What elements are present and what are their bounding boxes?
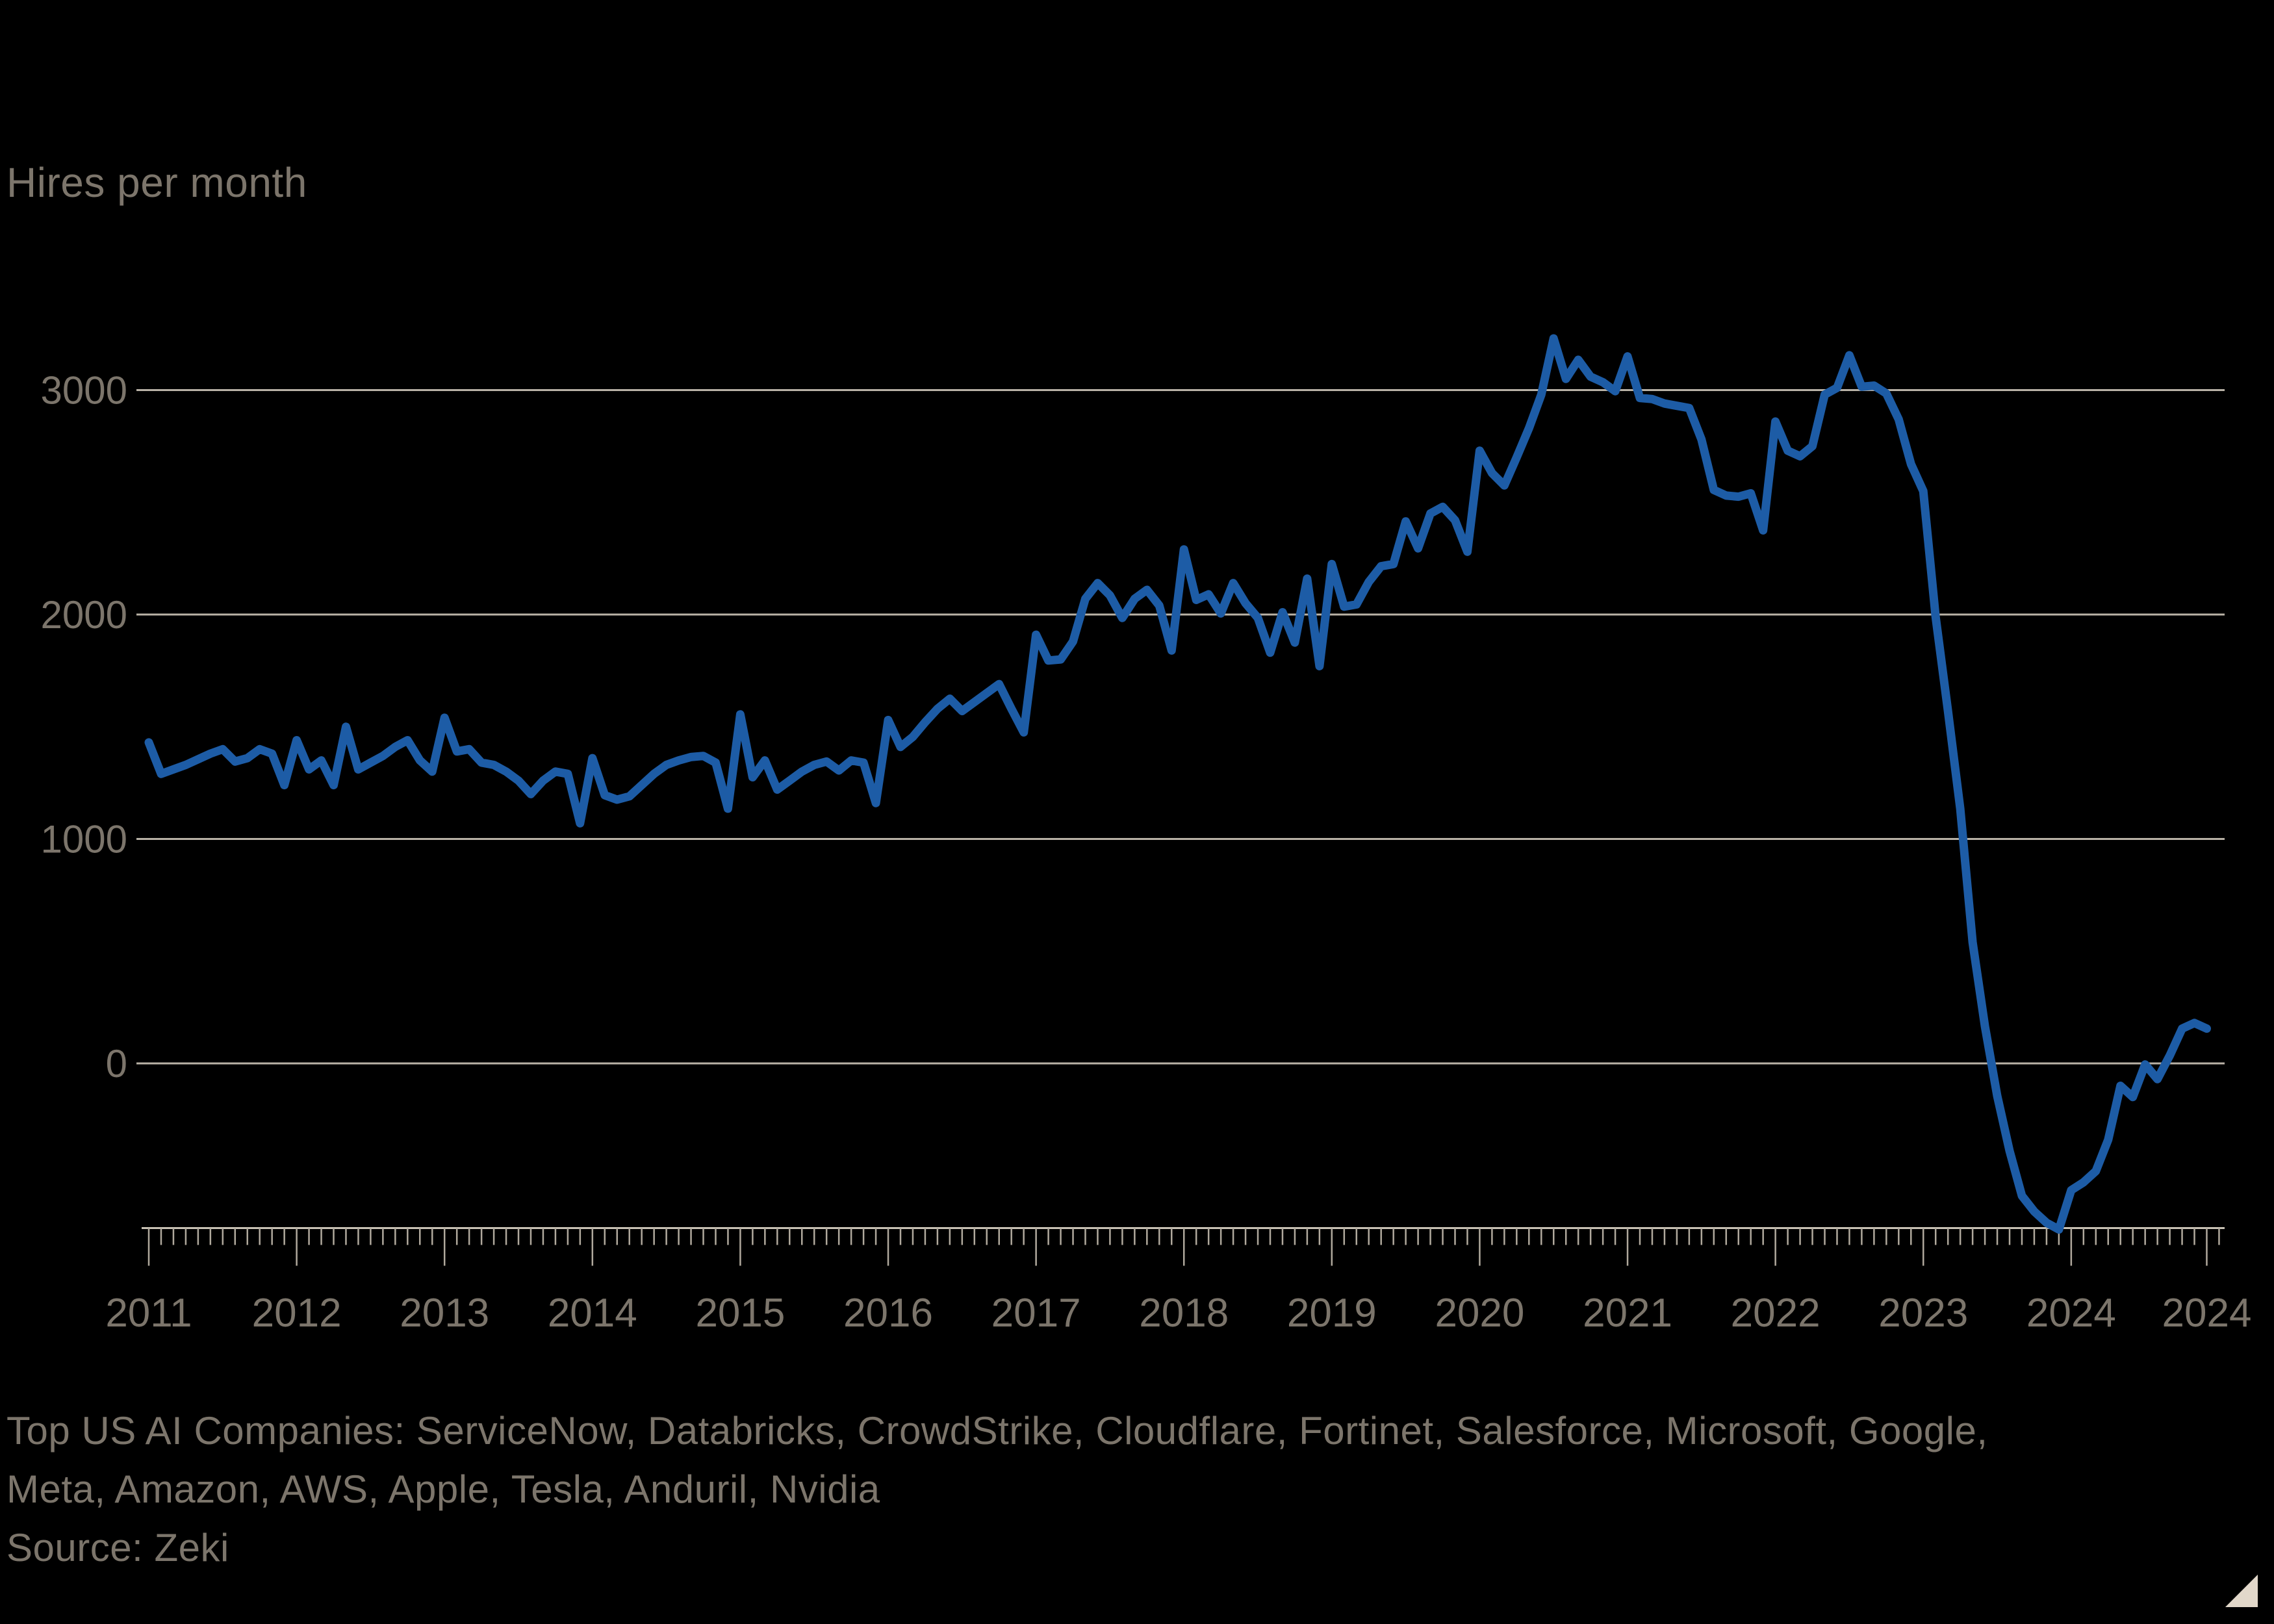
x-tick-label: 2016 xyxy=(843,1291,933,1336)
x-tick-label: 2011 xyxy=(105,1291,192,1336)
x-tick-label: 2024 xyxy=(2162,1291,2252,1336)
x-tick-label: 2015 xyxy=(695,1291,785,1336)
y-tick-label: 2000 xyxy=(41,593,127,637)
chart-footer: Top US AI Companies: ServiceNow, Databri… xyxy=(6,1402,1988,1577)
y-tick-label: 1000 xyxy=(41,818,127,861)
x-tick-label: 2022 xyxy=(1731,1291,1820,1336)
y-tick-label: 3000 xyxy=(41,369,127,412)
x-tick-label: 2012 xyxy=(252,1291,342,1336)
y-axis-title: Hires per month xyxy=(6,159,307,206)
source-note: Source: Zeki xyxy=(6,1526,229,1569)
footer-companies-line1: Top US AI Companies: ServiceNow, Databri… xyxy=(6,1409,1988,1453)
x-tick-label: 2013 xyxy=(400,1291,489,1336)
data-line-hires xyxy=(144,334,2211,1234)
footer-companies-line2: Meta, Amazon, AWS, Apple, Tesla, Anduril… xyxy=(6,1467,880,1511)
x-tick-label: 2023 xyxy=(1878,1291,1968,1336)
y-tick-label: 0 xyxy=(106,1042,127,1085)
x-tick-label: 2020 xyxy=(1435,1291,1524,1336)
x-tick-label: 2018 xyxy=(1139,1291,1229,1336)
x-tick-label: 2024 xyxy=(2026,1291,2116,1336)
corner-triangle-icon xyxy=(2225,1575,2258,1607)
x-tick-label: 2014 xyxy=(548,1291,637,1336)
x-tick-label: 2019 xyxy=(1287,1291,1377,1336)
x-tick-label: 2017 xyxy=(991,1291,1081,1336)
x-tick-label: 2021 xyxy=(1583,1291,1672,1336)
